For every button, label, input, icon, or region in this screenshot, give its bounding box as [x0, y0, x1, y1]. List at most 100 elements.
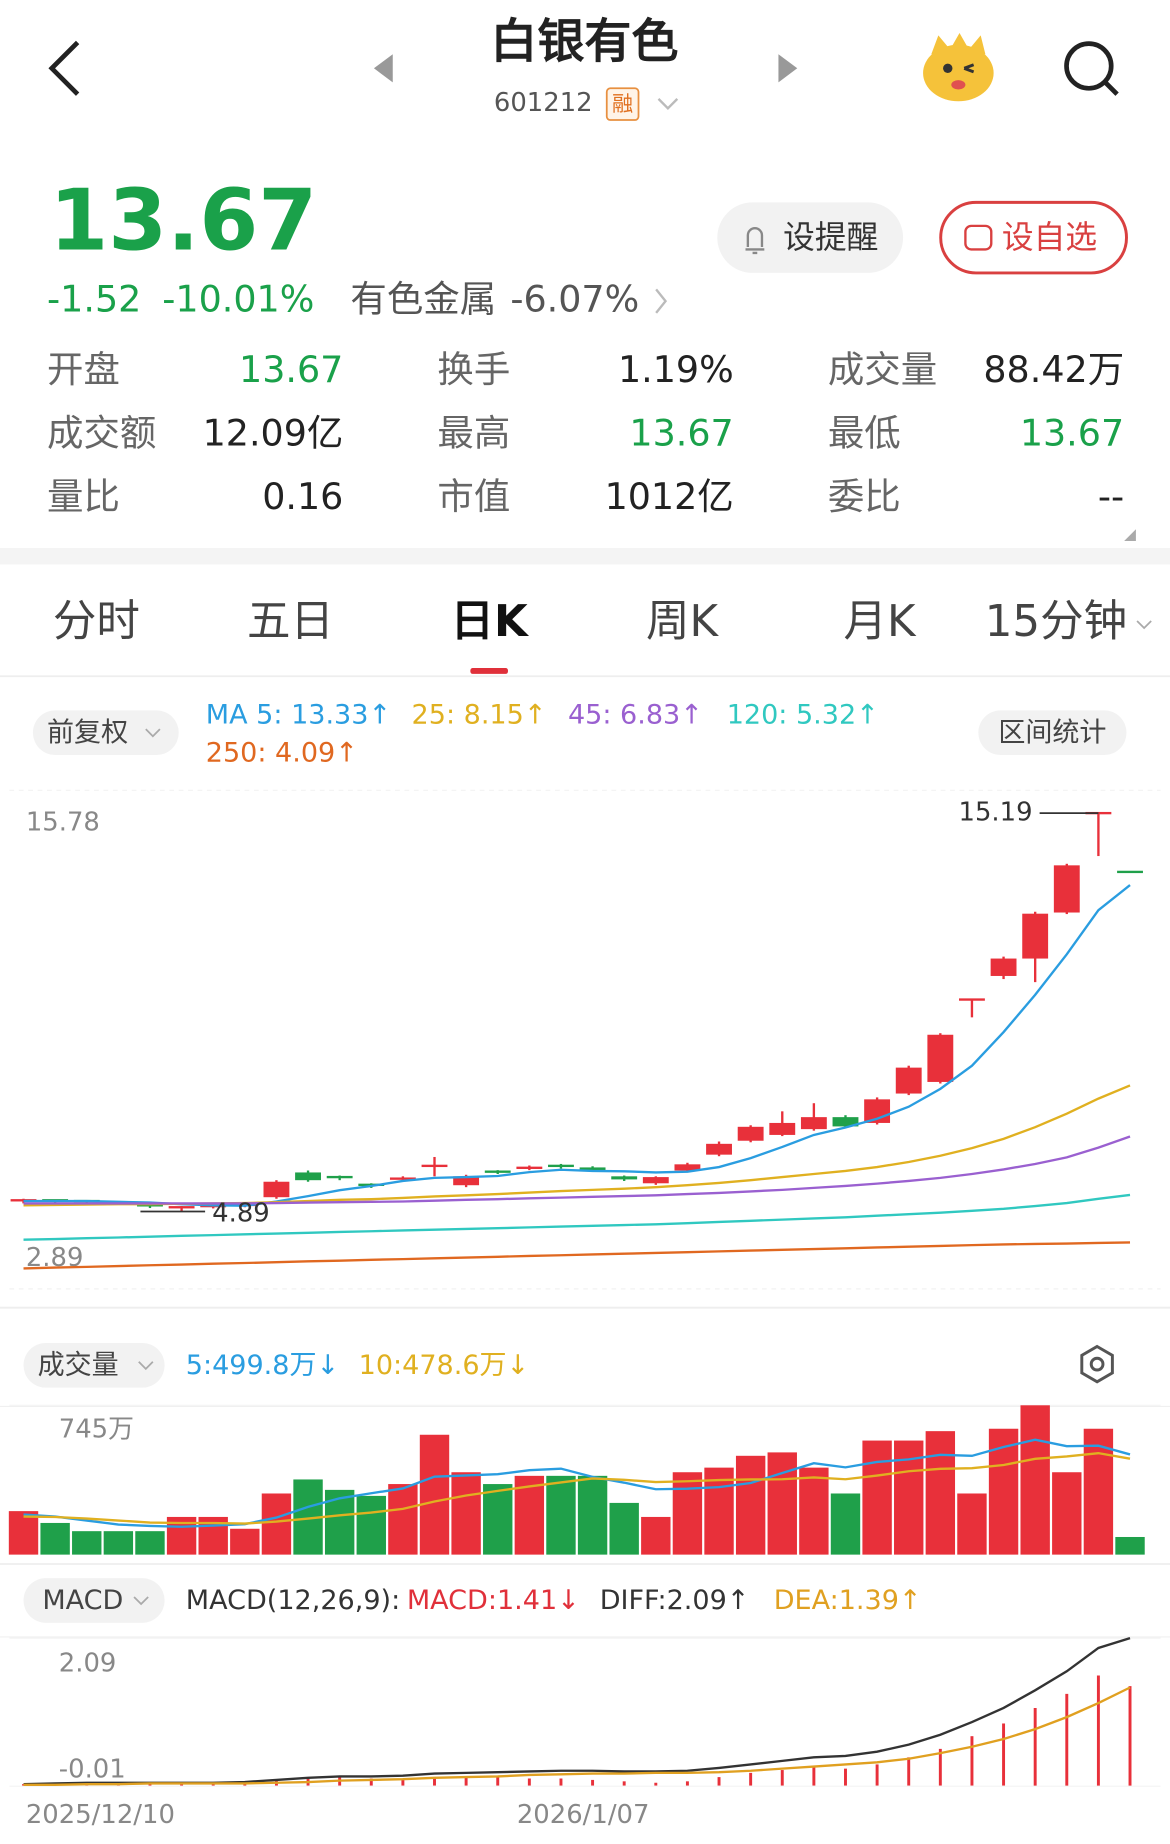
candle-body — [1117, 870, 1143, 874]
alert-label[interactable]: 设提醒 — [783, 220, 878, 256]
tab[interactable]: 五日 — [247, 597, 334, 647]
adjust-chevron — [145, 728, 161, 738]
low-label: 4.89 — [212, 1198, 270, 1228]
volume-bar — [767, 1452, 797, 1555]
volume-bar — [672, 1472, 703, 1555]
candle-body — [263, 1181, 290, 1198]
stat-value: 1012亿 — [605, 475, 734, 518]
candle-body — [990, 958, 1017, 976]
volume-bar — [957, 1493, 987, 1555]
ma-line — [23, 1135, 1131, 1205]
alert-button[interactable] — [717, 202, 904, 273]
volume-legend: 5:499.8万↓ — [186, 1350, 339, 1381]
stat-value: 88.42万 — [983, 348, 1124, 391]
x-date-label: 2026/1/07 — [517, 1800, 650, 1830]
candle-body — [1053, 865, 1080, 913]
volume-bar — [388, 1484, 418, 1555]
volume-bar — [735, 1455, 766, 1555]
macd-legend: DIFF:2.09↑ — [600, 1585, 750, 1616]
volume-bar — [1052, 1472, 1082, 1555]
watchlist-icon — [964, 224, 993, 251]
volume-bar — [230, 1528, 260, 1555]
volume-bar — [830, 1493, 861, 1555]
back-button[interactable] — [48, 40, 80, 96]
volume-chevron — [138, 1361, 154, 1371]
range-stats-label[interactable]: 区间统计 — [998, 717, 1106, 748]
settings-icon[interactable] — [1080, 1344, 1114, 1384]
volume-bar — [577, 1475, 608, 1555]
candle-body — [326, 1175, 353, 1179]
candle-body — [453, 1176, 480, 1186]
stat-label: 市值 — [437, 475, 510, 518]
tab[interactable]: 月K — [844, 597, 917, 647]
volume-bar — [704, 1467, 734, 1555]
macd-label[interactable]: MACD — [42, 1585, 123, 1616]
stat-label: 量比 — [47, 475, 120, 518]
high-label: 15.19 — [959, 798, 1033, 828]
candle-body — [737, 1126, 764, 1141]
next-stock[interactable] — [778, 54, 798, 83]
volume-bar — [419, 1434, 450, 1555]
section-gap — [0, 548, 1170, 565]
sector-pct[interactable]: -6.07% — [510, 278, 639, 321]
stat-value: -- — [1098, 475, 1124, 518]
volume-label[interactable]: 成交量 — [38, 1350, 119, 1381]
volume-bar — [261, 1493, 292, 1555]
volume-ma-line — [23, 1438, 1131, 1528]
stock-code: 601212 — [494, 88, 593, 118]
adjust-label[interactable]: 前复权 — [47, 717, 128, 748]
volume-bar — [72, 1531, 102, 1555]
ma-legend: MA 5: 13.33↑ — [206, 700, 391, 731]
candle-body — [895, 1067, 922, 1094]
tab[interactable]: 15分钟 — [985, 597, 1127, 647]
expand-corner[interactable] — [1124, 529, 1136, 542]
macd-pill[interactable] — [23, 1578, 165, 1623]
tab[interactable]: 日K — [451, 597, 530, 647]
macd-chevron — [133, 1596, 149, 1606]
tab[interactable]: 分时 — [53, 597, 140, 647]
code-chevron[interactable] — [657, 98, 679, 110]
stat-label: 成交量 — [828, 348, 937, 391]
adjust-pill[interactable] — [32, 710, 179, 756]
stock-name: 白银有色 — [490, 14, 678, 69]
stat-label: 成交额 — [47, 412, 156, 455]
y-tick-label: 2.09 — [59, 1648, 117, 1678]
ma-line — [23, 1193, 1131, 1241]
price: 13.67 — [49, 170, 317, 269]
tab[interactable]: 周K — [646, 597, 719, 647]
candle-body — [832, 1117, 859, 1127]
ma-legend: 120: 5.32↑ — [727, 700, 879, 731]
volume-pill[interactable] — [23, 1342, 165, 1388]
range-stats-pill[interactable] — [978, 710, 1127, 756]
mascot[interactable] — [923, 33, 994, 102]
tab-chevron — [1136, 620, 1152, 630]
volume-bar — [609, 1502, 639, 1555]
stat-label: 换手 — [437, 348, 510, 391]
volume-legend: 10:478.6万↓ — [359, 1350, 530, 1381]
candle-body — [769, 1122, 796, 1135]
watchlist-label[interactable]: 设自选 — [1002, 220, 1097, 256]
y-tick-label: -0.01 — [59, 1754, 126, 1784]
candle-body — [611, 1176, 638, 1180]
stat-value: 0.16 — [262, 475, 343, 518]
candle-body — [1085, 811, 1112, 815]
volume-ma-line — [23, 1451, 1131, 1525]
volume-bar — [925, 1431, 956, 1555]
volume-bar — [324, 1489, 355, 1555]
candle-body — [421, 1164, 448, 1168]
stat-label: 最高 — [437, 412, 510, 455]
search-button[interactable] — [1064, 41, 1119, 96]
candle-body — [674, 1164, 701, 1171]
candle-body — [295, 1172, 321, 1181]
sector[interactable]: 有色金属 — [350, 278, 496, 321]
candle-body — [927, 1034, 954, 1082]
volume-bar — [799, 1467, 829, 1555]
change: -1.52 — [47, 278, 141, 321]
volume-bar — [641, 1516, 671, 1555]
ma-legend: 45: 6.83↑ — [568, 700, 703, 731]
x-date-label: 2025/12/10 — [26, 1800, 175, 1830]
watchlist-button[interactable] — [939, 200, 1128, 275]
prev-stock[interactable] — [373, 54, 393, 83]
volume-bar — [1083, 1428, 1114, 1555]
